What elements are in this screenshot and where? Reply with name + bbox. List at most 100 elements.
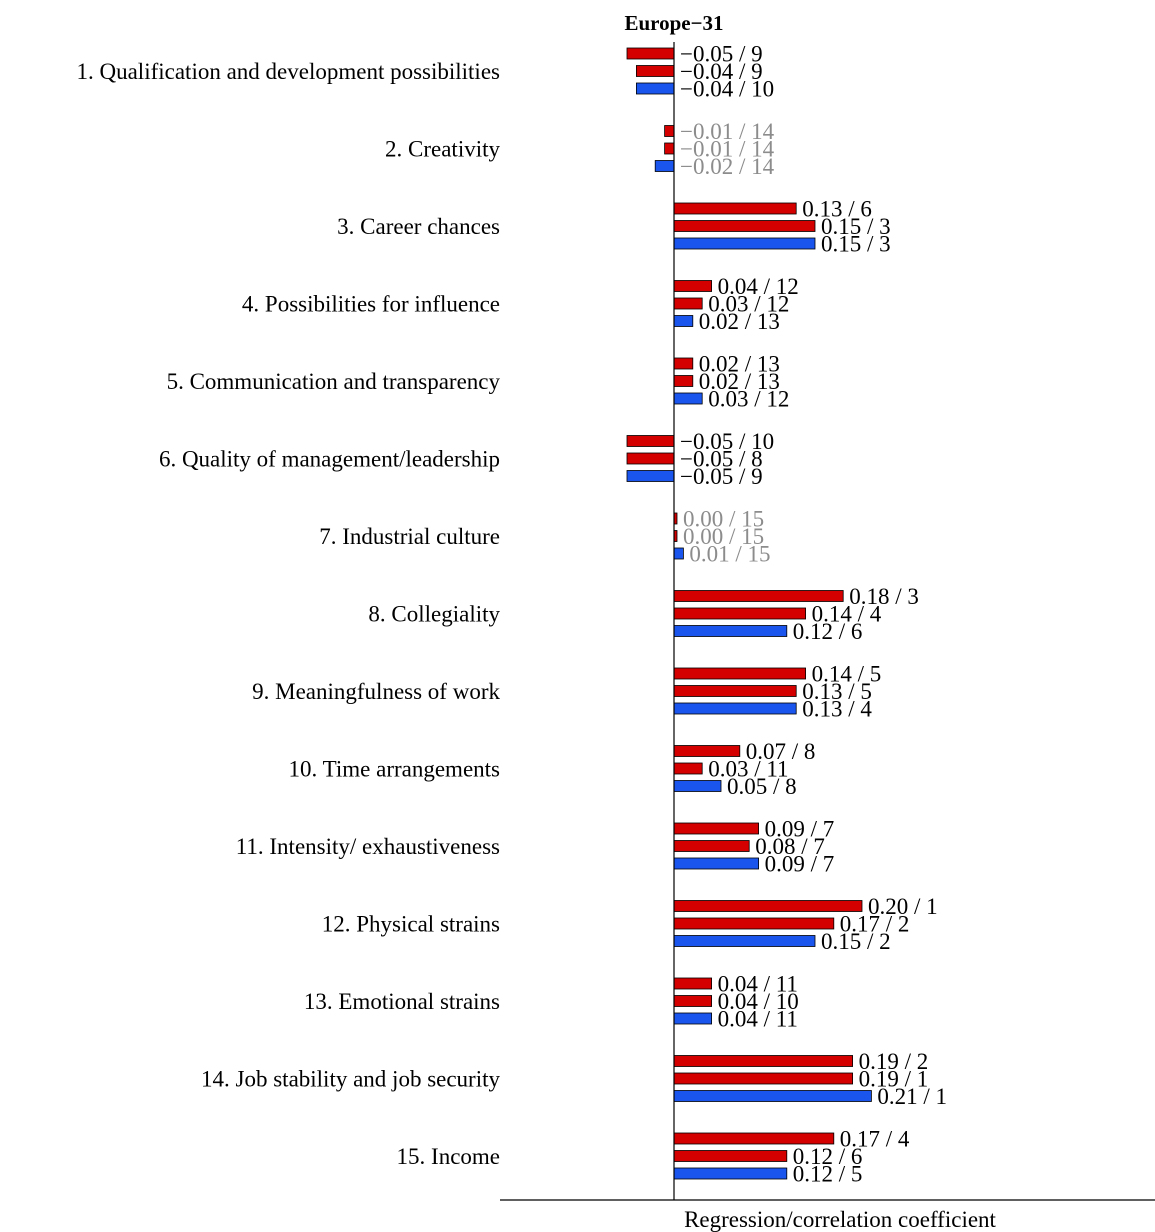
bar: [673, 822, 759, 835]
data-label: −0.01 / 14: [680, 137, 775, 162]
bar: [673, 625, 788, 637]
data-label: 0.03 / 12: [708, 292, 789, 317]
bar: [673, 702, 797, 715]
bar: [673, 297, 703, 310]
data-label: 0.00 / 15: [683, 507, 764, 532]
data-label: 0.04 / 11: [718, 972, 798, 997]
bar: [673, 202, 797, 215]
data-label: 0.08 / 7: [755, 834, 825, 859]
bar: [673, 392, 703, 405]
data-label: 0.15 / 3: [821, 214, 891, 239]
bar: [673, 280, 712, 292]
bar: [636, 65, 675, 77]
data-label: −0.02 / 14: [680, 154, 775, 179]
bar: [626, 452, 675, 465]
data-label: 0.07 / 8: [746, 739, 816, 764]
data-label: 0.09 / 7: [765, 817, 835, 842]
bar: [673, 220, 816, 232]
data-label: 0.02 / 13: [699, 369, 780, 394]
bar: [673, 685, 797, 697]
category-label: 3. Career chances: [337, 214, 500, 239]
x-axis-label: Regression/correlation coefficient: [684, 1207, 996, 1232]
data-label: 0.13 / 6: [802, 197, 872, 222]
bar: [673, 547, 684, 560]
bar: [664, 125, 675, 137]
chart-title: Europe−31: [624, 11, 723, 35]
category-label: 12. Physical strains: [322, 912, 500, 937]
bar: [673, 1055, 854, 1067]
bar: [673, 995, 712, 1007]
data-label: 0.04 / 12: [718, 274, 799, 299]
category-label: 14. Job stability and job security: [201, 1067, 500, 1092]
data-label: 0.20 / 1: [868, 894, 938, 919]
data-label: −0.05 / 10: [680, 429, 774, 454]
data-label: −0.01 / 14: [680, 119, 775, 144]
bar: [626, 435, 675, 447]
bar: [673, 1072, 854, 1085]
value-labels: −0.05 / 9−0.04 / 9−0.04 / 10−0.01 / 14−0…: [680, 42, 947, 1187]
data-label: −0.04 / 9: [680, 59, 763, 84]
bar: [673, 237, 816, 250]
category-label: 2. Creativity: [385, 137, 500, 162]
bar: [673, 1150, 788, 1162]
bars: [626, 47, 872, 1180]
data-label: 0.02 / 13: [699, 309, 780, 334]
bar: [673, 1132, 835, 1145]
bar: [673, 780, 722, 792]
data-label: 0.13 / 4: [802, 697, 872, 722]
bar: [673, 1012, 712, 1025]
bar: [673, 762, 703, 775]
category-label: 6. Quality of management/leadership: [159, 447, 500, 472]
bar: [673, 1167, 788, 1180]
category-label: 8. Collegiality: [368, 602, 500, 627]
bar: [626, 470, 675, 482]
data-label: 0.02 / 13: [699, 352, 780, 377]
data-label: 0.13 / 5: [802, 679, 872, 704]
bar: [673, 607, 807, 620]
data-label: −0.05 / 9: [680, 464, 763, 489]
bar: [673, 857, 759, 870]
category-labels: 1. Qualification and development possibi…: [76, 59, 500, 1169]
data-label: 0.04 / 10: [718, 989, 799, 1014]
category-label: 11. Intensity/ exhaustiveness: [236, 834, 500, 859]
bar: [673, 840, 750, 852]
bar: [673, 357, 694, 370]
data-label: 0.15 / 3: [821, 232, 891, 257]
data-label: 0.14 / 5: [812, 662, 882, 687]
bar: [673, 315, 694, 327]
category-label: 13. Emotional strains: [304, 989, 500, 1014]
data-label: 0.09 / 7: [765, 852, 835, 877]
data-label: 0.04 / 11: [718, 1007, 798, 1032]
category-label: 5. Communication and transparency: [167, 369, 501, 394]
data-label: 0.14 / 4: [812, 602, 882, 627]
data-label: 0.03 / 12: [708, 387, 789, 412]
data-label: 0.17 / 2: [840, 912, 910, 937]
category-label: 10. Time arrangements: [289, 757, 500, 782]
category-label: 9. Meaningfulness of work: [252, 679, 500, 704]
bar: [673, 935, 816, 947]
bar: [636, 82, 675, 95]
data-label: 0.03 / 11: [708, 757, 788, 782]
data-label: 0.19 / 1: [859, 1067, 929, 1092]
data-label: −0.05 / 8: [680, 447, 763, 472]
bar: [673, 375, 694, 387]
data-label: −0.04 / 10: [680, 77, 774, 102]
bar: [673, 900, 863, 912]
data-label: −0.05 / 9: [680, 42, 763, 67]
category-label: 4. Possibilities for influence: [242, 292, 500, 317]
data-label: 0.19 / 2: [859, 1049, 929, 1074]
bar: [626, 47, 675, 60]
data-label: 0.18 / 3: [849, 584, 919, 609]
data-label: 0.00 / 15: [683, 524, 764, 549]
bar: [673, 1090, 872, 1102]
data-label: 0.17 / 4: [840, 1127, 910, 1152]
data-label: 0.12 / 5: [793, 1162, 863, 1187]
category-label: 15. Income: [397, 1144, 500, 1169]
data-label: 0.05 / 8: [727, 774, 797, 799]
bar: [673, 590, 844, 602]
bar: [654, 160, 675, 172]
bar: [673, 745, 741, 757]
bar: [673, 667, 807, 680]
data-label: 0.01 / 15: [689, 542, 770, 567]
